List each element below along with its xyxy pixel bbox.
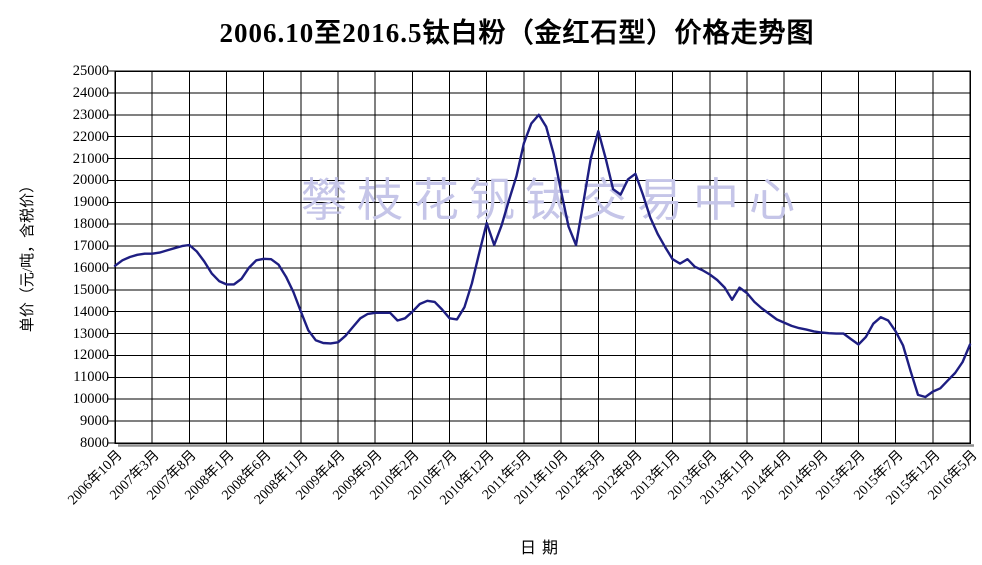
y-tick-label: 25000: [72, 63, 109, 79]
watermark-text: 攀枝花钒钛交易中心: [301, 175, 805, 226]
y-tick-label: 18000: [72, 216, 109, 233]
y-tick-label: 13000: [72, 325, 109, 342]
y-axis-title: 单价（元/吨，含税价）: [20, 177, 36, 333]
chart-title: 2006.10至2016.5钛白粉（金红石型）价格走势图: [219, 18, 815, 48]
y-tick-label: 10000: [72, 391, 109, 408]
price-line: [113, 113, 972, 399]
y-tick-label: 23000: [72, 106, 109, 123]
y-tick-label: 12000: [72, 347, 109, 364]
y-tick-label: 15000: [72, 281, 109, 298]
y-tick-label: 21000: [72, 150, 109, 167]
grid-lines: [108, 70, 971, 444]
y-tick-label: 22000: [72, 128, 109, 145]
x-axis-title: 日期: [519, 540, 564, 557]
y-tick-label: 11000: [73, 369, 109, 386]
y-tick-label: 19000: [72, 194, 109, 211]
y-tick-label: 24000: [72, 84, 109, 101]
y-tick-label: 20000: [72, 172, 109, 189]
y-tick-label: 8000: [80, 435, 109, 451]
plot-border: [114, 70, 971, 444]
y-tick-label: 9000: [80, 413, 109, 430]
y-tick-label: 17000: [72, 238, 109, 255]
y-tick-label: 16000: [72, 259, 109, 276]
y-tick-label: 14000: [72, 303, 109, 320]
